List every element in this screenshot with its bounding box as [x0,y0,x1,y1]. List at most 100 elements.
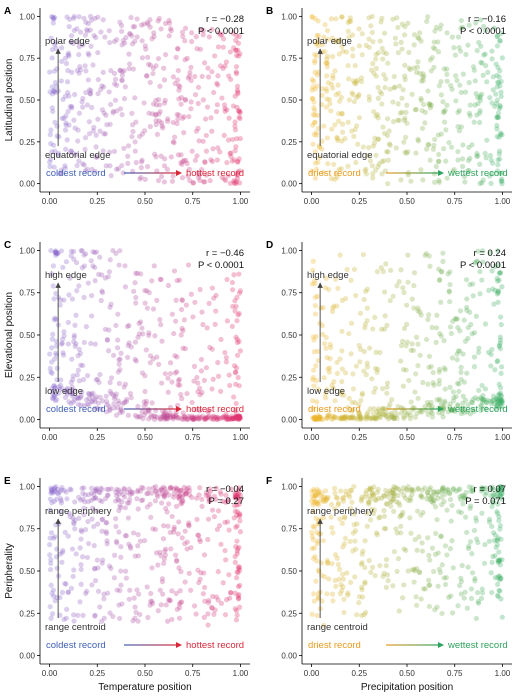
scatter-point [71,521,77,527]
scatter-point [233,144,239,150]
y-tick-label: 0.75 [19,525,35,534]
scatter-point [176,615,183,621]
scatter-point [322,48,328,55]
scatter-point [458,17,464,24]
scatter-point [126,541,132,547]
scatter-point [317,416,323,422]
scatter-point [326,412,332,418]
scatter-point [119,42,125,48]
scatter-point [65,67,71,74]
scatter-point [78,393,84,399]
scatter-point [496,381,502,387]
scatter-point [124,489,130,495]
scatter-point [385,181,391,187]
y-tick-label: 0.75 [281,525,297,534]
scatter-point [333,171,339,177]
scatter-point [412,537,418,543]
scatter-point [498,78,504,85]
scatter-point [57,489,63,495]
scatter-point [422,485,428,491]
scatter-point [473,20,479,26]
scatter-point [235,414,242,421]
scatter-point [415,305,421,311]
scatter-point [436,277,443,284]
scatter-point [209,346,215,352]
scatter-point [498,93,504,100]
scatter-point [325,412,331,418]
scatter-point [408,412,414,418]
scatter-point [218,541,224,547]
scatter-point [391,85,397,91]
scatter-point [202,598,208,604]
scatter-point [49,91,56,97]
scatter-point [331,379,337,385]
scatter-point [212,607,218,613]
scatter-point [462,495,469,501]
scatter-point [490,87,496,93]
scatter-point [315,125,321,131]
scatter-point [467,282,473,288]
y-tick-label: 0.50 [281,96,297,105]
scatter-point [97,489,103,496]
scatter-point [151,263,157,269]
scatter-point [370,415,376,422]
scatter-point [50,587,57,593]
scatter-point [475,539,481,546]
scatter-point [411,305,417,311]
scatter-point [183,488,189,494]
scatter-point [66,122,72,128]
scatter-point [319,92,325,98]
scatter-point [233,180,239,186]
scatter-point [237,414,243,420]
scatter-point [79,485,85,491]
scatter-point [104,337,110,343]
scatter-point [360,144,366,150]
scatter-point [363,42,369,48]
scatter-point [193,34,199,40]
scatter-point [237,110,243,116]
scatter-point [141,403,147,409]
scatter-point [362,564,368,571]
scatter-point [175,531,181,537]
scatter-point [77,29,84,35]
scatter-point [453,316,459,322]
scatter-point [450,389,456,395]
scatter-point [489,486,495,492]
scatter-point [494,291,500,297]
scatter-point [98,485,104,491]
scatter-point [123,399,129,405]
arrow-right-label: wettest record [447,168,508,179]
scatter-point [190,180,196,186]
scatter-point [210,593,216,600]
scatter-point [68,401,74,407]
scatter-point [237,413,243,419]
scatter-point [197,485,203,491]
scatter-point [81,162,87,168]
scatter-point [219,31,225,37]
scatter-point [473,515,479,521]
scatter-point [320,494,326,500]
scatter-point [312,281,318,287]
scatter-point [59,549,65,556]
scatter-point [180,158,186,165]
scatter-point [366,44,372,50]
scatter-point [482,51,488,57]
scatter-point [310,78,317,84]
scatter-point [139,55,146,61]
scatter-point [458,575,464,581]
scatter-point [176,82,182,89]
scatter-point [314,72,320,78]
scatter-point [377,349,383,356]
scatter-point [173,54,179,60]
scatter-point [117,410,123,416]
scatter-point [456,107,463,114]
scatter-point [102,275,109,281]
scatter-point [362,580,368,586]
scatter-point [395,101,401,107]
scatter-point [70,612,77,618]
scatter-point [439,487,445,493]
scatter-point [494,396,500,402]
scatter-point [59,115,65,121]
scatter-point [358,561,364,567]
scatter-point [341,414,348,420]
